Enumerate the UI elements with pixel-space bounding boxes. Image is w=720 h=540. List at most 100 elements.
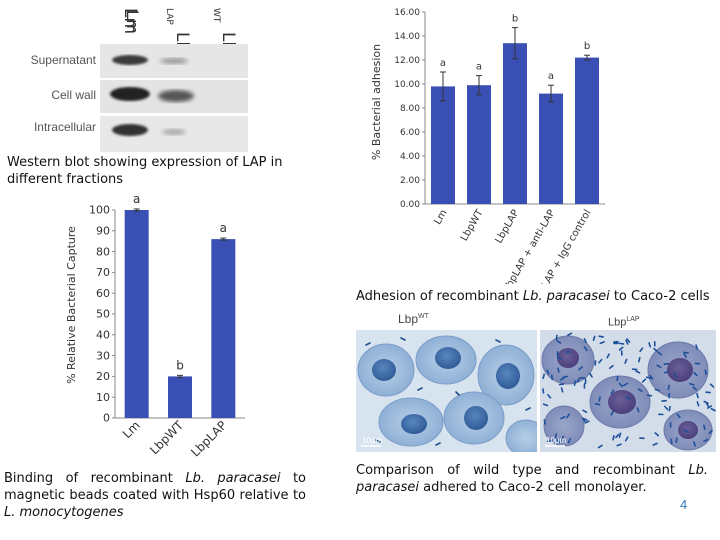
bacterium — [542, 388, 545, 394]
adhesion-bar — [503, 43, 527, 205]
blot-image — [100, 44, 248, 152]
bacterium — [560, 387, 564, 393]
bacterium — [654, 432, 660, 437]
adhesion-ytick-label: 12.00 — [394, 56, 420, 66]
adhesion-category-label: Lm — [432, 208, 449, 227]
bacterium — [562, 375, 568, 379]
bacterium — [616, 375, 619, 382]
bacterium — [612, 435, 615, 441]
bacterium — [703, 400, 709, 405]
adhesion-caption-prefix: Adhesion of recombinant — [356, 289, 523, 304]
row-label-intracellular: Intracellular — [33, 120, 96, 134]
bacterium — [692, 441, 697, 447]
bacterium — [584, 420, 590, 424]
micrograph-label-lap-sup: LAP — [626, 316, 640, 323]
bacterium — [624, 358, 628, 364]
capture-ytick-label: 60 — [96, 287, 110, 300]
capture-annotation: a — [133, 192, 140, 206]
bacterium — [683, 352, 687, 358]
bacterium — [626, 338, 631, 343]
bacterium — [654, 388, 660, 392]
bacterium — [689, 382, 695, 386]
bacterium — [598, 396, 601, 402]
adhesion-caption: Adhesion of recombinant Lb. paracasei to… — [356, 288, 720, 305]
adhesion-caption-species: Lb. paracasei — [522, 289, 610, 304]
bacterium — [583, 346, 588, 352]
bacterium — [583, 338, 588, 344]
capture-ytick-label: 30 — [96, 349, 110, 362]
bacterium — [641, 378, 647, 383]
bacterium — [547, 393, 552, 399]
adhesion-annotation: a — [440, 58, 446, 69]
bacterium — [646, 394, 653, 397]
bacterium — [567, 332, 573, 337]
capture-ytick-label: 10 — [96, 391, 110, 404]
adhesion-ytick-label: 8.00 — [400, 104, 420, 114]
capture-caption-species2: L. monocytogenes — [4, 505, 124, 520]
capture-ytick-label: 90 — [96, 224, 110, 237]
bacterium — [636, 407, 640, 413]
bacterium — [594, 402, 601, 406]
adhesion-category-label: LbpLAP — [494, 208, 522, 246]
bacterium — [543, 419, 546, 425]
adhesion-annotation: b — [584, 41, 590, 52]
bacterium — [622, 382, 629, 387]
bacterium — [663, 362, 670, 366]
adhesion-bar — [539, 93, 563, 204]
lane-superscript-3: WT — [211, 8, 221, 23]
slide-number: 4 — [680, 497, 688, 512]
bacterium — [696, 401, 700, 407]
bacterium — [576, 377, 581, 383]
bacterium — [704, 369, 707, 376]
bacterium — [703, 424, 706, 430]
bacterium — [664, 405, 669, 411]
bacterium — [653, 347, 658, 353]
bacterium — [696, 392, 699, 399]
micrograph-label-lap: LbpLAP — [608, 316, 640, 329]
bacterium — [705, 402, 710, 408]
capture-chart: % Relative Bacterial Capture 0 10 20 30 40 50… — [65, 192, 245, 459]
micrograph-label-wt-sup: WT — [418, 313, 429, 320]
bacterium — [668, 405, 671, 412]
row-label-supernatant: Supernatant — [30, 53, 96, 67]
lane-label-1-text: Lm — [120, 8, 140, 34]
micrograph-label-lap-text: Lbp — [608, 316, 627, 329]
micrograph-caption: Comparison of wild type and recombinant … — [356, 462, 708, 496]
bacterium — [546, 369, 550, 375]
capture-caption-prefix: Binding of recombinant — [4, 471, 186, 486]
capture-caption: Binding of recombinant Lb. paracasei to … — [4, 470, 306, 521]
micrograph-lap — [540, 330, 716, 452]
bacterium — [598, 358, 603, 364]
bacterium — [625, 396, 631, 400]
micrograph-label-wt-text: Lbp — [398, 312, 419, 326]
bacterium — [693, 371, 698, 377]
bacterium — [599, 341, 605, 345]
capture-annotation: b — [176, 358, 184, 372]
bacterium — [542, 373, 545, 380]
micrograph-label-wt: LbpWT — [398, 312, 429, 326]
bacterium — [648, 342, 652, 348]
row-label-cell-wall: Cell wall — [51, 88, 96, 102]
bacterium — [709, 383, 715, 388]
capture-caption-species: Lb. paracasei — [185, 471, 281, 486]
bacterium — [692, 386, 698, 391]
bacterium — [597, 444, 603, 449]
capture-ylabel: % Relative Bacterial Capture — [65, 226, 78, 384]
bacterium — [670, 438, 673, 445]
bacterium — [618, 432, 622, 438]
capture-bar — [211, 239, 236, 418]
bacterium — [566, 413, 571, 419]
bacterium — [598, 335, 604, 338]
bacterium — [683, 429, 689, 433]
bacterium — [637, 388, 643, 392]
bacterium — [675, 437, 678, 443]
bacterium — [608, 364, 614, 370]
adhesion-ylabel: % Bacterial adhesion — [370, 44, 383, 160]
bacterium — [616, 443, 622, 447]
bacterium — [652, 442, 658, 446]
bacterium — [649, 374, 654, 380]
capture-ytick-label: 70 — [96, 266, 110, 279]
bacterium — [707, 405, 713, 409]
bacterium — [558, 383, 565, 386]
bacterium — [657, 351, 663, 356]
